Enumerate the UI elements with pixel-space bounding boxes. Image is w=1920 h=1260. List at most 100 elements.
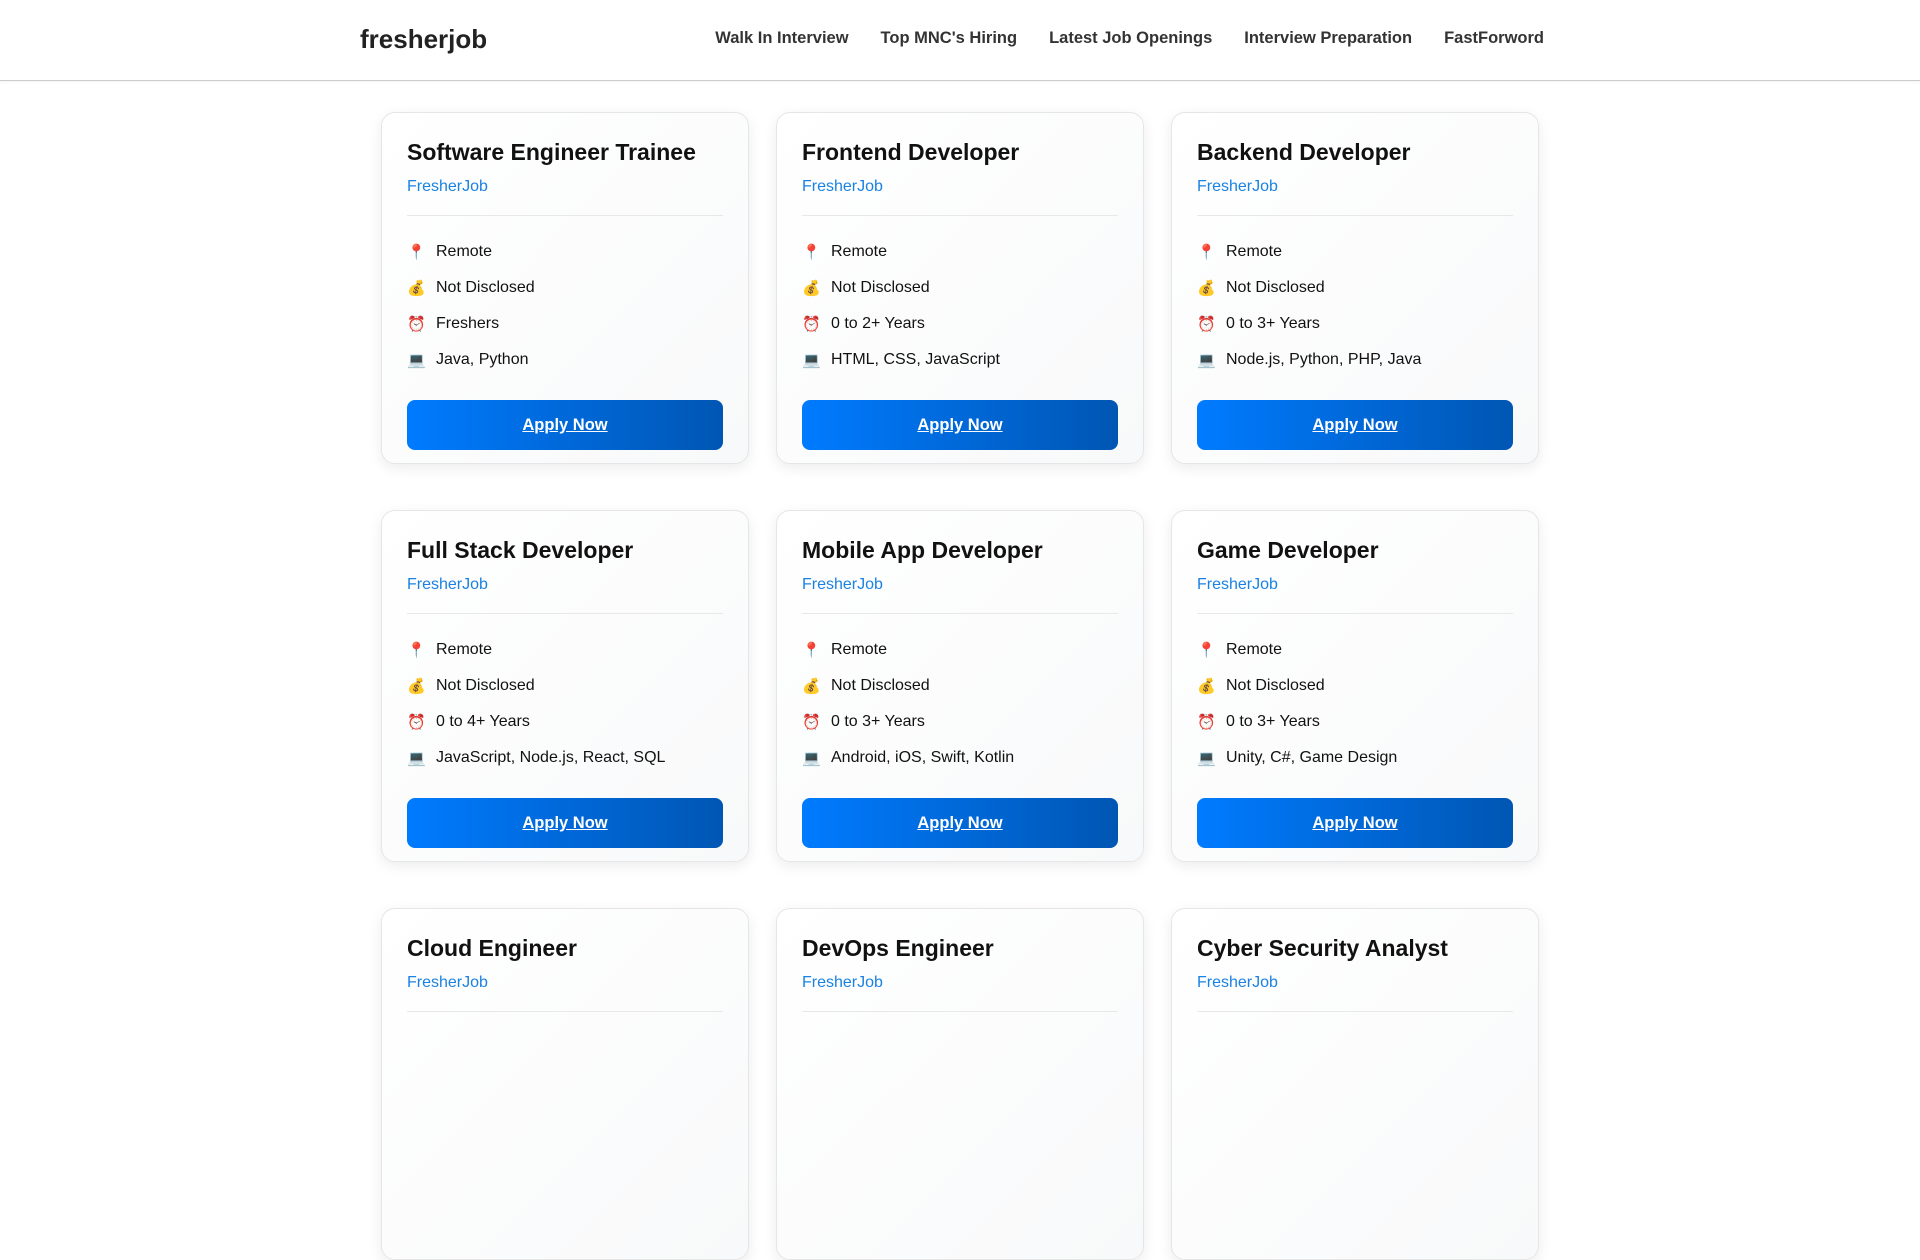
job-card: Cloud Engineer FresherJob [381, 908, 749, 1260]
job-location: 📍 Remote [1197, 632, 1513, 668]
job-salary-text: Not Disclosed [831, 279, 930, 296]
main-nav: Walk In Interview Top MNC's Hiring Lates… [715, 29, 1544, 48]
apply-now-button[interactable]: Apply Now [1197, 798, 1513, 848]
job-card: Backend Developer FresherJob 📍 Remote 💰 Not … [1171, 112, 1539, 464]
company-name[interactable]: FresherJob [802, 974, 1118, 1012]
nav-interview-preparation[interactable]: Interview Preparation [1244, 29, 1413, 47]
job-location-text: Remote [436, 243, 493, 260]
job-location: 📍 Remote [407, 234, 723, 270]
job-location-text: Remote [436, 641, 493, 658]
job-salary: 💰 Not Disclosed [1197, 270, 1513, 306]
alarm-clock-icon: ⏰ [407, 714, 426, 731]
apply-now-button[interactable]: Apply Now [802, 798, 1118, 848]
job-title: Backend Developer [1197, 139, 1411, 165]
apply-now-button[interactable]: Apply Now [407, 400, 723, 450]
job-experience-text: 0 to 3+ Years [831, 713, 925, 730]
job-skills-text: JavaScript, Node.js, React, SQL [436, 749, 666, 766]
money-bag-icon: 💰 [1197, 678, 1216, 695]
job-experience-text: 0 to 3+ Years [1226, 315, 1320, 332]
company-name[interactable]: FresherJob [802, 178, 1118, 216]
laptop-icon: 💻 [802, 352, 821, 369]
company-name[interactable]: FresherJob [407, 178, 723, 216]
job-card: Cyber Security Analyst FresherJob [1171, 908, 1539, 1260]
company-name[interactable]: FresherJob [802, 576, 1118, 614]
nav-walk-in-interview[interactable]: Walk In Interview [715, 29, 849, 47]
job-skills: 💻 Unity, C#, Game Design [1197, 740, 1513, 776]
apply-now-button[interactable]: Apply Now [1197, 400, 1513, 450]
job-skills-text: Android, iOS, Swift, Kotlin [831, 749, 1015, 766]
nav-fastforword[interactable]: FastForword [1444, 29, 1544, 47]
apply-now-button[interactable]: Apply Now [802, 400, 1118, 450]
job-location-text: Remote [1226, 641, 1283, 658]
job-experience: ⏰ Freshers [407, 306, 723, 342]
nav-latest-job-openings[interactable]: Latest Job Openings [1049, 29, 1213, 47]
job-location: 📍 Remote [802, 632, 1118, 668]
money-bag-icon: 💰 [1197, 280, 1216, 297]
job-experience: ⏰ 0 to 4+ Years [407, 704, 723, 740]
job-salary-text: Not Disclosed [436, 279, 535, 296]
job-skills-text: Java, Python [436, 351, 529, 368]
company-name[interactable]: FresherJob [1197, 974, 1513, 1012]
alarm-clock-icon: ⏰ [1197, 714, 1216, 731]
location-icon: 📍 [1197, 244, 1216, 261]
alarm-clock-icon: ⏰ [802, 316, 821, 333]
job-skills-text: Node.js, Python, PHP, Java [1226, 351, 1422, 368]
money-bag-icon: 💰 [802, 678, 821, 695]
job-experience-text: 0 to 2+ Years [831, 315, 925, 332]
money-bag-icon: 💰 [802, 280, 821, 297]
job-card: Game Developer FresherJob 📍 Remote 💰 Not Dis… [1171, 510, 1539, 862]
company-name[interactable]: FresherJob [407, 974, 723, 1012]
company-name[interactable]: FresherJob [1197, 178, 1513, 216]
job-experience: ⏰ 0 to 3+ Years [802, 704, 1118, 740]
job-skills: 💻 Java, Python [407, 342, 723, 378]
job-location-text: Remote [1226, 243, 1283, 260]
job-title: Software Engineer Trainee [407, 139, 696, 165]
money-bag-icon: 💰 [407, 678, 426, 695]
laptop-icon: 💻 [802, 750, 821, 767]
job-experience: ⏰ 0 to 3+ Years [1197, 704, 1513, 740]
laptop-icon: 💻 [407, 352, 426, 369]
job-location: 📍 Remote [1197, 234, 1513, 270]
job-details: 📍 Remote 💰 Not Disclosed ⏰ 0 to 3+ Years 💻 Unit… [1197, 632, 1513, 776]
logo[interactable]: fresherjob [360, 24, 488, 54]
job-details: 📍 Remote 💰 Not Disclosed ⏰ Freshers 💻 Java, Pyt… [407, 234, 723, 378]
job-skills-text: HTML, CSS, JavaScript [831, 351, 1000, 368]
laptop-icon: 💻 [407, 750, 426, 767]
job-details: 📍 Remote 💰 Not Disclosed ⏰ 0 to 2+ Years 💻 HTML… [802, 234, 1118, 378]
job-title: DevOps Engineer [802, 935, 994, 961]
job-experience-text: 0 to 3+ Years [1226, 713, 1320, 730]
job-location: 📍 Remote [802, 234, 1118, 270]
nav-top-mnc-hiring[interactable]: Top MNC's Hiring [880, 29, 1018, 47]
job-salary: 💰 Not Disclosed [407, 668, 723, 704]
job-title: Cloud Engineer [407, 935, 577, 961]
job-salary: 💰 Not Disclosed [407, 270, 723, 306]
job-details: 📍 Remote 💰 Not Disclosed ⏰ 0 to 4+ Years 💻 Java… [407, 632, 723, 776]
money-bag-icon: 💰 [407, 280, 426, 297]
job-title: Mobile App Developer [802, 537, 1043, 563]
job-card: Software Engineer Trainee FresherJob 📍 Rem… [381, 112, 749, 464]
apply-now-button[interactable]: Apply Now [407, 798, 723, 848]
alarm-clock-icon: ⏰ [1197, 316, 1216, 333]
job-salary: 💰 Not Disclosed [1197, 668, 1513, 704]
job-skills: 💻 Node.js, Python, PHP, Java [1197, 342, 1513, 378]
job-skills: 💻 Android, iOS, Swift, Kotlin [802, 740, 1118, 776]
alarm-clock-icon: ⏰ [407, 316, 426, 333]
job-skills: 💻 HTML, CSS, JavaScript [802, 342, 1118, 378]
job-location-text: Remote [831, 243, 888, 260]
job-experience-text: Freshers [436, 315, 500, 332]
job-experience: ⏰ 0 to 3+ Years [1197, 306, 1513, 342]
alarm-clock-icon: ⏰ [802, 714, 821, 731]
location-icon: 📍 [802, 244, 821, 261]
job-experience-text: 0 to 4+ Years [436, 713, 530, 730]
job-card: Mobile App Developer FresherJob 📍 Remote 💰 N… [776, 510, 1144, 862]
job-grid: Software Engineer Trainee FresherJob 📍 Rem… [381, 112, 1539, 1260]
job-salary: 💰 Not Disclosed [802, 668, 1118, 704]
job-salary-text: Not Disclosed [1226, 677, 1325, 694]
job-card: Frontend Developer FresherJob 📍 Remote 💰 Not… [776, 112, 1144, 464]
job-skills: 💻 JavaScript, Node.js, React, SQL [407, 740, 723, 776]
job-title: Frontend Developer [802, 139, 1020, 165]
company-name[interactable]: FresherJob [1197, 576, 1513, 614]
job-card: Full Stack Developer FresherJob 📍 Remote 💰 N… [381, 510, 749, 862]
company-name[interactable]: FresherJob [407, 576, 723, 614]
job-location-text: Remote [831, 641, 888, 658]
